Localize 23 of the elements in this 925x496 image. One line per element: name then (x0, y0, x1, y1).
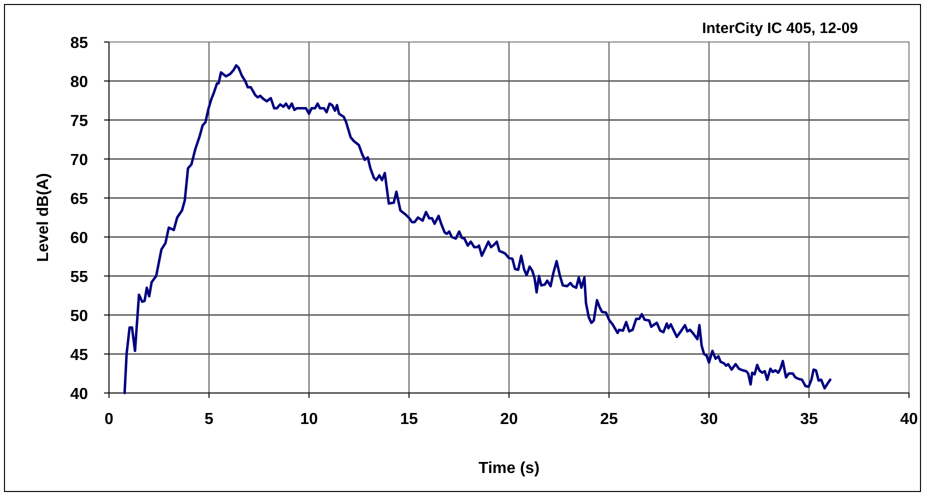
x-tick-label: 15 (400, 411, 418, 428)
y-tick-label: 80 (70, 74, 88, 91)
y-tick-label: 50 (70, 308, 88, 325)
x-tick-label: 35 (800, 411, 818, 428)
y-tick-label: 70 (70, 152, 88, 169)
y-tick-label: 65 (70, 190, 88, 208)
x-tick-label: 40 (900, 411, 918, 428)
x-tick-label: 5 (204, 411, 214, 428)
x-tick-label: 0 (104, 411, 114, 428)
chart-title: InterCity IC 405, 12-09 (702, 20, 858, 37)
x-tick-label: 25 (600, 411, 618, 428)
y-axis-title: Level dB(A) (35, 173, 52, 262)
y-tick-label: 85 (70, 34, 88, 52)
line-series (123, 64, 832, 394)
y-tick-label: 55 (70, 268, 88, 286)
y-tick-label: 60 (70, 230, 88, 247)
x-tick-label: 10 (300, 411, 318, 428)
x-tick-label: 20 (500, 411, 518, 428)
x-tick-label: 30 (700, 411, 718, 428)
y-tick-label: 75 (70, 112, 88, 130)
y-tick-label: 40 (70, 386, 88, 403)
y-tick-label: 45 (70, 346, 88, 364)
x-axis-title: Time (s) (478, 460, 540, 477)
